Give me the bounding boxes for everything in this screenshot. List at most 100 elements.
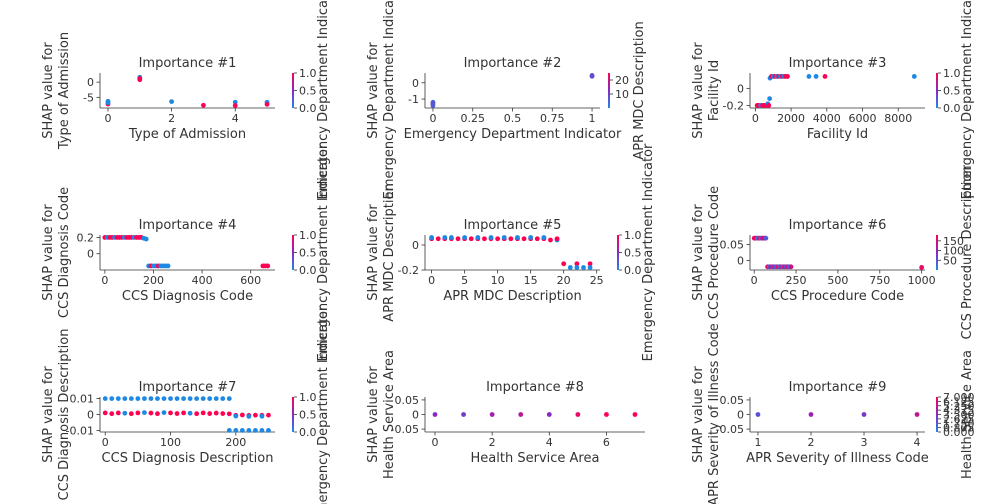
data-point — [495, 236, 501, 242]
colorbar — [936, 235, 938, 270]
chart-title: Importance #4 — [139, 218, 237, 233]
chart-panel-2: Importance #2 0 0.25 0.5 0.75 1 -1 0 Emergency D… — [366, 0, 647, 199]
data-point — [128, 396, 134, 401]
y-tick-label: 0 — [412, 239, 419, 252]
y-axis-label: SHAP value for — [41, 204, 56, 301]
chart-panel-5: Importance #5 0 5 10 15 20 25 -0.2 0 APR MDC Desc… — [366, 143, 656, 361]
data-point — [174, 396, 180, 401]
chart-title: Importance #8 — [486, 380, 584, 395]
chart-title: Importance #6 — [789, 218, 887, 233]
x-tick-label: 0 — [101, 274, 108, 287]
x-tick-label: 4 — [546, 436, 553, 449]
x-tick-label: 8000 — [884, 112, 912, 125]
x-tick-label: 10 — [491, 274, 505, 287]
data-point — [213, 410, 219, 416]
x-axis-label: CCS Diagnosis Code — [122, 289, 253, 304]
x-tick-label: 5 — [461, 274, 468, 287]
colorbar — [617, 235, 619, 270]
x-tick-label: 6 — [603, 436, 610, 449]
y-tick-label: 0 — [412, 77, 419, 90]
x-tick-label: 200 — [225, 436, 246, 449]
y-axis-label: SHAP value for — [366, 366, 381, 463]
data-point — [253, 428, 258, 433]
data-point — [143, 236, 149, 242]
x-tick-label: 200 — [143, 274, 164, 287]
data-point — [266, 428, 271, 433]
data-point — [213, 396, 219, 401]
colorbar-tick-label: 6.125 — [943, 395, 975, 408]
data-point — [462, 235, 468, 240]
colorbar — [292, 235, 294, 270]
chart-title: Importance #9 — [789, 380, 887, 395]
y-tick-label: 0.01 — [70, 393, 95, 406]
data-point — [508, 236, 514, 242]
data-point — [534, 236, 540, 242]
x-tick-label: 0.75 — [540, 112, 565, 125]
data-point — [181, 410, 186, 416]
colorbar-tick-label: 1.0 — [943, 67, 961, 80]
data-point — [518, 412, 524, 417]
colorbar-tick-label: 0.0 — [299, 102, 317, 115]
y-axis-label: SHAP value for — [41, 42, 56, 139]
x-axis-label: CCS Procedure Code — [771, 289, 904, 304]
data-point — [233, 413, 239, 419]
colorbar-label: Emergency Department Indicator — [316, 143, 331, 361]
data-point — [259, 428, 265, 433]
data-point — [115, 410, 121, 416]
y-tick-label: 0.2 — [77, 231, 95, 244]
data-point — [501, 235, 507, 240]
colorbar — [608, 73, 610, 108]
x-tick-label: 1 — [589, 112, 596, 125]
data-point — [604, 412, 609, 417]
x-tick-label: 600 — [240, 274, 261, 287]
data-point — [914, 412, 920, 417]
data-point — [122, 396, 128, 401]
data-point — [187, 396, 193, 401]
data-point — [632, 412, 638, 417]
colorbar-tick-label: 1.0 — [624, 229, 642, 242]
y-tick-label: 0.05 — [720, 239, 745, 252]
colorbar-tick-label: 50 — [943, 254, 957, 267]
colorbar-tick-label: 100 — [943, 245, 964, 258]
x-tick-label: 2 — [168, 112, 175, 125]
data-point — [246, 428, 252, 433]
data-point — [102, 396, 108, 401]
y-tick-label: -1 — [408, 93, 419, 106]
colorbar-label: Emergency Department Indicator — [960, 0, 975, 199]
data-point — [220, 411, 226, 416]
chart-title: Importance #3 — [789, 56, 887, 71]
data-point — [546, 412, 552, 417]
data-point — [165, 263, 171, 269]
x-tick-label: 3 — [861, 436, 868, 449]
data-point — [259, 413, 265, 419]
x-tick-label: 0.5 — [504, 112, 522, 125]
chart-panel-4: Importance #4 0 200 400 600 0 0.2 CCS Diagnosis… — [41, 143, 331, 361]
data-point — [911, 74, 917, 79]
x-tick-label: 1000 — [908, 274, 936, 287]
y-tick-label: 0 — [87, 76, 94, 89]
data-point — [109, 411, 115, 417]
y-axis-label: SHAP value for — [691, 366, 706, 463]
data-point — [813, 74, 819, 79]
x-tick-label: 750 — [869, 274, 890, 287]
data-point — [233, 428, 239, 433]
x-tick-label: 2000 — [777, 112, 805, 125]
x-axis-label: APR Severity of Illness Code — [746, 451, 929, 466]
data-point — [253, 412, 258, 418]
data-point — [489, 412, 495, 417]
data-point — [430, 103, 436, 108]
colorbar-tick-label: 3.500 — [943, 409, 975, 422]
x-tick-label: 2 — [489, 436, 496, 449]
data-point — [226, 396, 232, 401]
data-point — [488, 235, 494, 240]
data-point — [482, 236, 487, 242]
data-point — [755, 412, 761, 417]
data-point — [587, 261, 593, 267]
colorbar-tick-label: 1.0 — [299, 391, 317, 404]
data-point — [207, 396, 213, 401]
data-point — [766, 103, 772, 108]
